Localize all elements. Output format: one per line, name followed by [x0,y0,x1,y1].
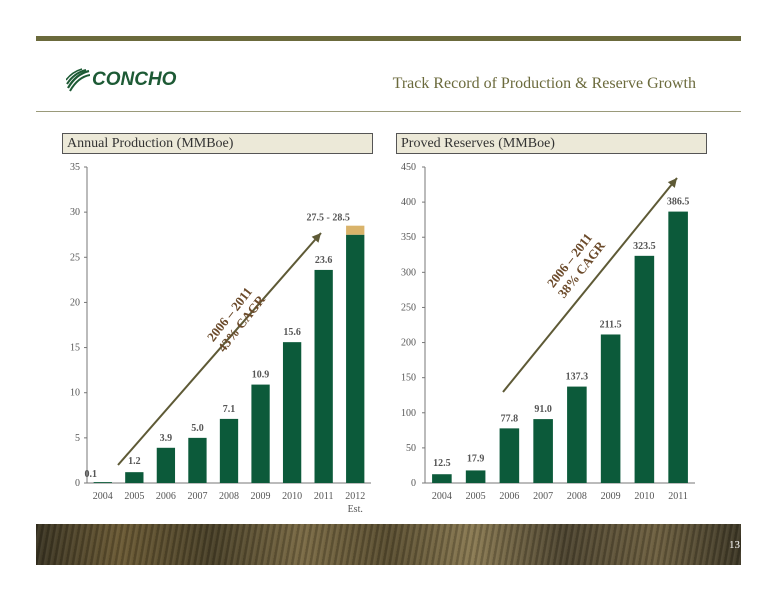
x-tick-label-2004: 2004 [93,491,113,502]
concho-logo: CONCHO [66,68,196,94]
data-label-2005: 17.9 [467,453,485,464]
cagr-trend-arrow [502,177,678,393]
x-tick-label-2008: 2008 [567,491,587,502]
x-tick-label-2006: 2006 [499,491,519,502]
y-tick-label: 20 [70,297,80,308]
y-tick-label: 35 [70,162,80,173]
y-tick-label: 0 [411,478,416,489]
bar-2006 [156,447,176,483]
cagr-trend-arrow [117,232,322,466]
x-tick-label-2008: 2008 [219,491,239,502]
x-tick-label-2012: 2012 [345,491,365,502]
y-tick-label: 100 [401,408,416,419]
y-tick-label: 200 [401,338,416,349]
y-tick-label: 0 [75,478,80,489]
bar-2007 [188,437,207,483]
bar-2010 [634,255,655,483]
estimate-range-bar [346,225,365,235]
data-label-2004: 12.5 [433,458,451,469]
y-tick-label: 50 [406,443,416,454]
bar-2011 [314,269,333,483]
bar-2010 [282,342,302,483]
x-tick-sublabel: Est. [348,504,363,515]
bar-2012 [346,234,365,483]
x-tick-label-2011: 2011 [314,491,334,502]
x-tick-label-2004: 2004 [432,491,452,502]
data-label-2008: 137.3 [566,372,589,383]
y-tick-label: 25 [70,252,80,263]
reserves-chart: 0 50 100 150 200 250 300 350 400 450 12.5 2004 17.9 2… [401,162,695,502]
bar-2008 [219,418,239,483]
x-tick-label-2005: 2005 [124,491,144,502]
bar-2009 [600,334,621,483]
data-label-2010: 15.6 [283,327,301,338]
x-tick-label-2010: 2010 [282,491,302,502]
y-tick-label: 150 [401,373,416,384]
bar-2005 [465,470,486,483]
slide-title: Track Record of Production & Reserve Gro… [392,75,696,92]
top-rule [36,36,741,41]
y-tick-label: 30 [70,207,80,218]
x-tick-label-2010: 2010 [634,491,654,502]
bar-2004 [432,474,452,483]
data-label-2007: 91.0 [534,404,552,415]
bar-2008 [567,386,587,483]
data-label-2007: 5.0 [191,423,204,434]
swoosh-logo-icon [66,68,90,92]
x-tick-label-2007: 2007 [533,491,553,502]
production-chart-title: Annual Production (MMBoe) [62,133,373,154]
reserves-chart-title: Proved Reserves (MMBoe) [396,133,707,154]
data-label-2010: 323.5 [633,241,656,252]
data-label-2011: 386.5 [667,197,690,208]
data-label-2006: 3.9 [160,433,173,444]
data-label-2011: 23.6 [315,255,333,266]
x-tick-label-2011: 2011 [668,491,688,502]
y-tick-label: 300 [401,267,416,278]
page-number: 13 [729,539,740,551]
bar-2009 [251,384,270,483]
title-rule [36,111,741,112]
x-tick-label-2009: 2009 [601,491,621,502]
data-label-2012: 27.5 - 28.5 [307,213,350,224]
y-tick-label: 400 [401,197,416,208]
logo-text: CONCHO [92,69,177,90]
data-label-2005: 1.2 [128,456,141,467]
data-label-2009: 211.5 [600,319,622,330]
y-tick-label: 250 [401,302,416,313]
data-label-2006: 77.8 [501,413,519,424]
y-tick-label: 350 [401,232,416,243]
production-chart: 0 5 10 15 20 25 30 35 0.1 2004 1.2 2005 3.9 2006 5.0 20… [70,162,371,515]
cagr-arrowhead [667,178,677,188]
bar-2005 [125,472,144,483]
bar-2006 [499,428,520,483]
footer-photo-band [36,524,741,565]
x-tick-label-2005: 2005 [466,491,486,502]
y-tick-label: 450 [401,162,416,173]
data-label-2004: 0.1 [85,469,98,480]
cagr-arrowhead [311,233,321,243]
data-label-2008: 7.1 [223,404,236,415]
x-tick-label-2007: 2007 [187,491,207,502]
x-tick-label-2009: 2009 [251,491,271,502]
y-tick-label: 5 [75,433,80,444]
bar-2004 [93,482,112,483]
data-label-2009: 10.9 [252,370,269,381]
y-tick-label: 10 [70,388,80,399]
bar-2011 [668,211,688,483]
x-tick-label-2006: 2006 [156,491,176,502]
bar-2007 [533,419,553,483]
y-tick-label: 15 [70,343,80,354]
